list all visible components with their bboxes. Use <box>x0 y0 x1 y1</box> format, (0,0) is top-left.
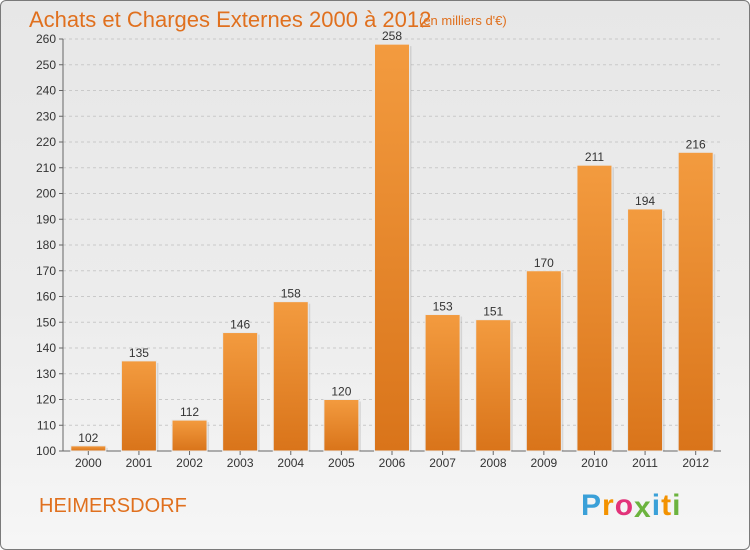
chart-title: Achats et Charges Externes 2000 à 2012 <box>29 7 432 32</box>
y-tick-label: 140 <box>36 341 56 355</box>
y-tick-label: 210 <box>36 161 56 175</box>
logo-letter: r <box>602 489 615 522</box>
y-tick-label: 230 <box>36 109 56 123</box>
y-tick-label: 180 <box>36 238 56 252</box>
bar <box>272 301 309 452</box>
y-tick-label: 220 <box>36 135 56 149</box>
bar-value-label: 102 <box>78 431 98 445</box>
y-tick-label: 200 <box>36 187 56 201</box>
x-tick-label: 2005 <box>328 456 355 470</box>
x-tick-label: 2004 <box>277 456 304 470</box>
logo-letter: i <box>672 489 682 522</box>
x-tick-label: 2009 <box>530 456 557 470</box>
x-tick-label: 2011 <box>632 456 658 470</box>
bar <box>70 445 107 452</box>
bar-value-label: 151 <box>483 305 503 319</box>
bar-value-label: 146 <box>230 318 250 332</box>
bar-value-label: 211 <box>585 150 604 164</box>
bar <box>374 43 410 452</box>
x-tick-label: 2002 <box>176 456 203 470</box>
bar <box>171 419 208 452</box>
x-tick-label: 2003 <box>227 456 254 470</box>
logo-letter: t <box>661 489 673 522</box>
bar-value-label: 120 <box>331 385 351 399</box>
y-tick-label: 160 <box>36 290 56 304</box>
bar <box>120 360 157 452</box>
y-tick-label: 240 <box>36 84 56 98</box>
y-tick-label: 110 <box>37 418 56 432</box>
bar-value-label: 158 <box>281 287 301 301</box>
bar-value-label: 216 <box>686 137 706 151</box>
bar-value-label: 258 <box>382 29 402 43</box>
unit-note: (en milliers d'€) <box>419 13 507 28</box>
x-tick-label: 2007 <box>429 456 456 470</box>
bar <box>627 208 664 452</box>
bar-value-label: 194 <box>635 194 655 208</box>
bar <box>525 270 562 452</box>
commune-name: HEIMERSDORF <box>39 495 187 517</box>
y-tick-label: 190 <box>36 212 56 226</box>
y-tick-label: 120 <box>36 393 56 407</box>
bar <box>576 164 613 452</box>
bar-value-label: 112 <box>180 405 199 419</box>
logo-letter: i <box>651 489 662 522</box>
x-tick-label: 2012 <box>682 456 709 470</box>
proxiti-logo: Proxiti <box>581 489 682 524</box>
y-tick-label: 260 <box>36 32 56 46</box>
y-tick-label: 250 <box>36 58 56 72</box>
x-tick-label: 2010 <box>581 456 608 470</box>
x-tick-label: 2008 <box>480 456 507 470</box>
y-tick-label: 170 <box>36 264 56 278</box>
bar <box>475 319 512 452</box>
bar <box>222 332 259 452</box>
bar <box>424 314 461 452</box>
logo-letter: P <box>581 489 603 522</box>
y-tick-label: 100 <box>36 444 56 458</box>
bar-value-label: 153 <box>433 300 453 314</box>
bar-value-label: 135 <box>129 346 149 360</box>
y-tick-label: 150 <box>36 315 56 329</box>
x-tick-label: 2006 <box>379 456 406 470</box>
logo-letter: x <box>634 491 652 524</box>
x-tick-label: 2000 <box>75 456 102 470</box>
bar <box>323 399 360 452</box>
x-tick-label: 2001 <box>126 456 153 470</box>
logo-letter: o <box>614 489 635 522</box>
y-tick-label: 130 <box>36 367 56 381</box>
bar <box>677 151 714 452</box>
bar-value-label: 170 <box>534 256 554 270</box>
